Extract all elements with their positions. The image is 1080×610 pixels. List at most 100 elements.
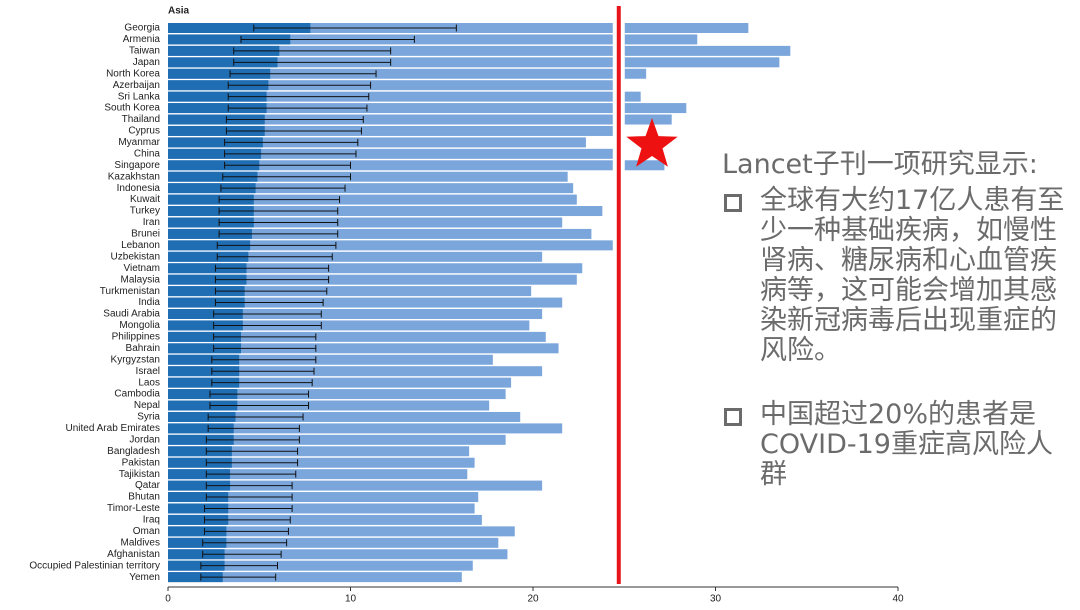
bar [168, 251, 543, 262]
bar [168, 45, 280, 56]
chart-title: Asia [168, 6, 190, 17]
y-tick-label: United Arab Emirates [66, 423, 161, 434]
y-tick-label: Israel [136, 366, 160, 377]
y-tick-label: Armenia [123, 34, 161, 45]
bar [168, 80, 269, 91]
bar [168, 492, 229, 503]
y-tick-label: Iran [143, 217, 160, 228]
bar [168, 366, 240, 377]
bar [168, 457, 232, 468]
bar [168, 57, 780, 68]
bar [168, 389, 506, 400]
bar [168, 469, 231, 480]
bar [168, 206, 603, 217]
bar [168, 446, 470, 457]
bar [168, 446, 232, 457]
bar [168, 297, 563, 308]
y-tick-label: Qatar [135, 480, 161, 491]
bar [168, 354, 493, 365]
y-tick-label: Kazakhstan [108, 171, 160, 182]
bar [168, 480, 231, 491]
bar [168, 34, 291, 45]
bar [168, 411, 521, 422]
y-tick-label: Saudi Arabia [103, 309, 160, 320]
bar [168, 263, 247, 274]
y-tick-label: Iraq [143, 515, 160, 526]
bar [168, 320, 530, 331]
bar [168, 91, 641, 102]
bar [168, 480, 543, 491]
bar [168, 23, 749, 33]
y-tick-label: North Korea [106, 68, 160, 79]
bar [168, 23, 311, 33]
y-tick-label: Vietnam [123, 263, 160, 274]
bar [168, 526, 515, 537]
bar [168, 514, 229, 525]
bar [168, 228, 592, 239]
y-tick-label: Kyrgyzstan [111, 354, 160, 365]
y-tick-label: Oman [133, 526, 160, 537]
bar [168, 160, 665, 171]
y-tick-label: Thailand [122, 114, 160, 125]
bar [168, 572, 223, 583]
bar [168, 68, 647, 79]
bar [168, 194, 577, 205]
bar [168, 320, 243, 331]
bar [168, 503, 229, 514]
y-tick-label: Laos [138, 377, 160, 388]
bar [168, 331, 241, 342]
bar [168, 160, 260, 171]
bar [168, 457, 475, 468]
bar [168, 68, 271, 79]
bar [168, 137, 263, 148]
bar [168, 423, 563, 434]
bar [168, 125, 265, 136]
bar [168, 103, 267, 114]
bar [168, 560, 473, 571]
y-tick-label: Azerbaijan [113, 80, 160, 91]
bar [168, 274, 247, 285]
bar [168, 537, 227, 548]
y-tick-label: China [134, 148, 161, 159]
bar [168, 34, 698, 45]
bullet-text: 中国超过20%的患者是COVID-19重症高风险人群 [760, 399, 1053, 490]
bar [168, 503, 475, 514]
bar [168, 171, 258, 182]
star [626, 118, 678, 167]
bar [168, 560, 225, 571]
bar [168, 297, 245, 308]
bar [168, 309, 543, 319]
y-tick-label: Lebanon [121, 240, 160, 251]
bar [168, 286, 532, 297]
bar [168, 194, 254, 205]
bar [168, 171, 568, 182]
y-tick-label: Taiwan [129, 46, 160, 57]
x-tick-label: 0 [165, 594, 171, 605]
bar [168, 206, 254, 217]
text-panel: Lancet子刊一项研究显示: 全球有大约17亿人患有至少一种基础疾病，如慢性肾… [722, 150, 1067, 490]
y-tick-label: Sri Lanka [118, 91, 161, 102]
panel-heading: Lancet子刊一项研究显示: [722, 149, 1038, 180]
bar [168, 343, 241, 354]
bar [168, 217, 563, 228]
bar [168, 434, 234, 445]
bar [168, 549, 225, 560]
bar [168, 286, 245, 297]
y-tick-label: South Korea [104, 103, 160, 114]
y-tick-label: Georgia [124, 23, 160, 34]
y-tick-label: Turkmenistan [100, 286, 160, 297]
y-tick-label: Mongolia [119, 320, 160, 331]
y-tick-label: Japan [133, 57, 160, 68]
bar [168, 377, 512, 388]
bullet-text: 全球有大约17亿人患有至少一种基础疾病，如慢性肾病、糖尿病和心血管疾病等，这可能… [760, 185, 1065, 366]
star [626, 118, 678, 167]
y-tick-label: Syria [137, 412, 160, 423]
bar [168, 240, 614, 251]
bar [168, 526, 227, 537]
bar [168, 148, 614, 159]
y-tick-label: Indonesia [117, 183, 161, 194]
bar [168, 103, 687, 114]
bar [168, 423, 234, 434]
bar [168, 400, 238, 411]
